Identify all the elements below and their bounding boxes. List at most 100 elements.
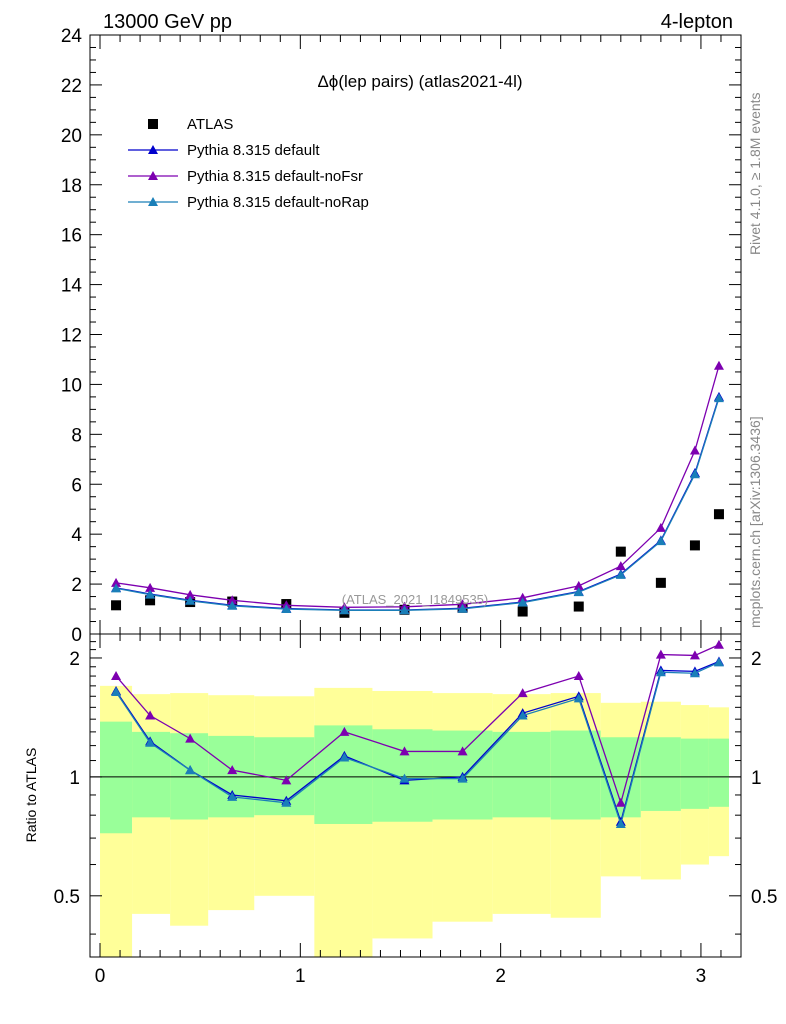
pythia-8-315-default-norap-point <box>457 603 468 613</box>
ratio-pythia-8-315-default-norap-point <box>689 668 700 678</box>
pythia-8-315-default-norap-point <box>399 605 410 615</box>
ratio-y-tick-label-right: 1 <box>751 768 762 789</box>
analysis-watermark: (ATLAS_2021_I1849535) <box>342 592 488 607</box>
ratio-pythia-8-315-default-norap-point <box>227 791 238 801</box>
y-tick-label: 0 <box>71 625 82 646</box>
y-tick-label: 8 <box>71 425 82 446</box>
ratio-y-tick-label-left: 0.5 <box>54 887 80 908</box>
main-panel <box>90 35 741 634</box>
legend-item-pythia-8-315-default: Pythia 8.315 default <box>128 142 320 159</box>
ratio-pythia-8-315-default-norap-point <box>655 667 666 677</box>
series-pythia-8-315-default-norap <box>111 393 724 615</box>
atlas-point <box>111 600 122 611</box>
main-plot-area <box>90 35 741 634</box>
atlas-point <box>517 606 528 617</box>
ratio-pythia-8-315-default-norap-point <box>517 710 528 720</box>
legend-marker <box>148 145 158 154</box>
ratio-pythia-8-315-default-norap-point <box>185 765 196 775</box>
pythia-8-315-default-nofsr-line <box>115 365 720 608</box>
inner-uncertainty-band <box>492 731 551 818</box>
ratio-pythia-8-315-default-nofsr-point <box>655 649 666 659</box>
ratio-pythia-8-315-default-nofsr-point <box>145 710 156 720</box>
y-tick-label: 18 <box>61 176 82 197</box>
inner-uncertainty-band <box>680 738 709 809</box>
legend-atlas-marker <box>148 119 158 129</box>
inner-uncertainty-band <box>708 738 729 807</box>
x-tick-label: 2 <box>495 966 506 987</box>
y-tick-label: 24 <box>61 26 83 47</box>
inner-uncertainty-band <box>314 725 373 824</box>
inner-uncertainty-band <box>100 721 133 834</box>
pythia-8-315-default-norap-line <box>115 397 720 611</box>
legend-item-atlas: ATLAS <box>148 116 233 133</box>
pythia-8-315-default-norap-point <box>185 595 196 605</box>
x-tick-label: 1 <box>295 966 306 987</box>
ratio-y-tick-label-left: 1 <box>69 768 80 789</box>
ratio-pythia-8-315-default-nofsr-point <box>185 733 196 743</box>
pythia-8-315-default-norap-point <box>111 583 122 593</box>
legend-item-pythia-8-315-default-nofsr: Pythia 8.315 default-noFsr <box>128 168 363 185</box>
pythia-8-315-default-norap-point <box>573 587 584 597</box>
ratio-pythia-8-315-default-nofsr-point <box>573 671 584 681</box>
pythia-8-315-default-norap-point <box>713 393 724 403</box>
legend-marker <box>148 197 158 206</box>
pythia-8-315-default-norap-point <box>689 469 700 479</box>
ratio-pythia-8-315-default-nofsr-point <box>111 671 122 681</box>
y-tick-label: 16 <box>61 226 82 247</box>
legend-label: Pythia 8.315 default-noFsr <box>187 168 363 185</box>
x-tick-label: 0 <box>95 966 106 987</box>
y-tick-label: 22 <box>61 76 82 97</box>
pythia-8-315-default-norap-point <box>339 605 350 615</box>
pythia-8-315-default-nofsr-point <box>689 445 700 455</box>
ratio-uncertainty-bands <box>90 634 741 957</box>
inner-uncertainty-band <box>640 737 681 811</box>
pythia-8-315-default-norap-point <box>615 569 626 579</box>
pythia-8-315-default-norap-point <box>145 589 156 599</box>
ratio-y-tick-label-right: 0.5 <box>751 887 777 908</box>
inner-uncertainty-band <box>372 729 433 822</box>
ratio-y-tick-label-right: 2 <box>751 649 762 670</box>
atlas-point <box>145 595 156 606</box>
atlas-point <box>713 509 724 520</box>
inner-uncertainty-band <box>170 733 209 820</box>
y-tick-label: 4 <box>71 525 82 546</box>
legend: ATLAS Pythia 8.315 default Pythia 8.315 de… <box>128 116 369 211</box>
atlas-point <box>689 540 700 551</box>
ratio-pythia-8-315-default-nofsr-point <box>339 726 350 736</box>
inner-uncertainty-band <box>550 730 601 820</box>
y-tick-label: 14 <box>61 276 83 297</box>
ratio-pythia-8-315-default-nofsr-point <box>713 639 724 649</box>
ratio-pythia-8-315-default-norap-point <box>281 797 292 807</box>
y-tick-label: 20 <box>61 126 82 147</box>
ratio-y-tick-label-left: 2 <box>69 649 80 670</box>
main-series-group <box>111 360 724 618</box>
x-tick-label: 3 <box>696 966 707 987</box>
pythia-8-315-default-nofsr-point <box>655 522 666 532</box>
pythia-8-315-default-nofsr-point <box>615 561 626 571</box>
legend-item-pythia-8-315-default-norap: Pythia 8.315 default-noRap <box>128 194 369 211</box>
pythia-8-315-default-nofsr-point <box>111 577 122 587</box>
ratio-pythia-8-315-default-nofsr-point <box>457 746 468 756</box>
pythia-8-315-default-norap-point <box>227 600 238 610</box>
legend-marker <box>148 171 158 180</box>
atlas-point <box>573 601 584 612</box>
ratio-y-axis-label: Ratio to ATLAS <box>23 748 39 843</box>
plot-title: Δϕ(lep pairs) (atlas2021-4l) <box>317 72 522 91</box>
pythia-8-315-default-norap-point <box>655 536 666 546</box>
ratio-series-pythia-8-315-default-norap <box>111 657 724 828</box>
atlas-point <box>615 546 626 557</box>
ratio-frame <box>89 633 742 958</box>
pythia-8-315-default-nofsr-point <box>185 589 196 599</box>
legend-label: Pythia 8.315 default-noRap <box>187 194 369 211</box>
mcplots-citation-label: mcplots.cern.ch [arXiv:1306.3436] <box>747 416 763 628</box>
pythia-8-315-default-nofsr-point <box>145 582 156 592</box>
y-tick-label: 2 <box>71 575 82 596</box>
ratio-pythia-8-315-default-nofsr-point <box>615 797 626 807</box>
pythia-8-315-default-nofsr-point <box>517 592 528 602</box>
ratio-pythia-8-315-default-nofsr-point <box>281 775 292 785</box>
ratio-axes: 0.5 0.5 1 1 2 2 0 1 2 3 <box>54 633 777 987</box>
ratio-series-pythia-8-315-default-nofsr <box>111 639 724 807</box>
process-label: 4-lepton <box>661 11 733 33</box>
legend-label: ATLAS <box>187 116 233 133</box>
